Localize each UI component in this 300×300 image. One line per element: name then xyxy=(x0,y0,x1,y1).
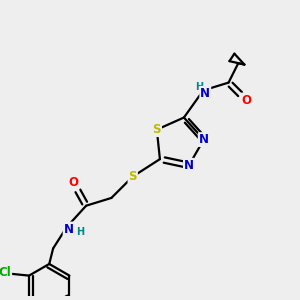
Text: S: S xyxy=(128,170,137,183)
Text: N: N xyxy=(199,133,209,146)
Text: Cl: Cl xyxy=(0,266,11,279)
Text: S: S xyxy=(153,123,161,136)
Text: H: H xyxy=(76,227,84,237)
Text: H: H xyxy=(195,82,203,92)
Text: O: O xyxy=(68,176,79,189)
Text: O: O xyxy=(241,94,251,106)
Text: N: N xyxy=(200,87,210,100)
Text: N: N xyxy=(64,223,74,236)
Text: N: N xyxy=(184,159,194,172)
